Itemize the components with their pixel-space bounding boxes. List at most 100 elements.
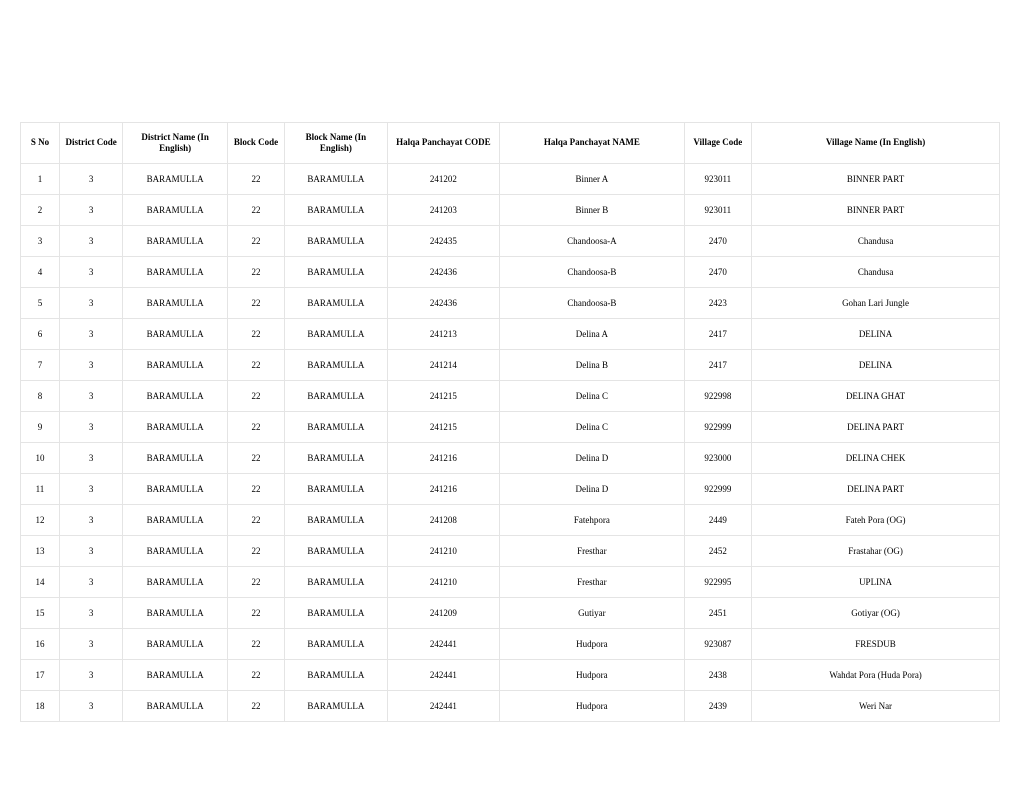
table-cell: DELINA [752, 350, 1000, 381]
table-cell: 3 [21, 226, 60, 257]
table-cell: BARAMULLA [123, 660, 227, 691]
col-header: Block Name (In English) [285, 123, 387, 164]
table-cell: Fresthar [500, 567, 684, 598]
table-cell: BARAMULLA [285, 474, 387, 505]
table-cell: Chandusa [752, 257, 1000, 288]
table-cell: BARAMULLA [285, 691, 387, 722]
col-header: Village Code [684, 123, 752, 164]
table-cell: BARAMULLA [285, 536, 387, 567]
table-cell: 242441 [387, 629, 500, 660]
table-cell: 22 [227, 660, 284, 691]
table-cell: 3 [59, 629, 122, 660]
table-cell: 241215 [387, 412, 500, 443]
table-cell: Chandoosa-B [500, 288, 684, 319]
table-row: 133BARAMULLA22BARAMULLA241210Fresthar245… [21, 536, 1000, 567]
table-cell: BARAMULLA [285, 226, 387, 257]
table-row: 43BARAMULLA22BARAMULLA242436Chandoosa-B2… [21, 257, 1000, 288]
col-header: Block Code [227, 123, 284, 164]
page: S No District Code District Name (In Eng… [0, 0, 1020, 788]
table-cell: 922998 [684, 381, 752, 412]
table-cell: 2451 [684, 598, 752, 629]
table-cell: BARAMULLA [123, 257, 227, 288]
table-cell: BARAMULLA [285, 629, 387, 660]
table-row: 33BARAMULLA22BARAMULLA242435Chandoosa-A2… [21, 226, 1000, 257]
table-cell: BARAMULLA [123, 350, 227, 381]
table-row: 123BARAMULLA22BARAMULLA241208Fatehpora24… [21, 505, 1000, 536]
table-cell: 241203 [387, 195, 500, 226]
table-cell: 241208 [387, 505, 500, 536]
village-table: S No District Code District Name (In Eng… [20, 122, 1000, 722]
table-cell: UPLINA [752, 567, 1000, 598]
table-cell: 22 [227, 164, 284, 195]
table-header: S No District Code District Name (In Eng… [21, 123, 1000, 164]
table-cell: Frastahar (OG) [752, 536, 1000, 567]
table-cell: 242436 [387, 288, 500, 319]
table-cell: 22 [227, 195, 284, 226]
table-cell: 2423 [684, 288, 752, 319]
table-cell: BARAMULLA [123, 567, 227, 598]
table-cell: Hudpora [500, 629, 684, 660]
col-header: Village Name (In English) [752, 123, 1000, 164]
table-cell: 241213 [387, 319, 500, 350]
table-cell: Delina A [500, 319, 684, 350]
table-cell: BARAMULLA [123, 474, 227, 505]
table-cell: 2417 [684, 319, 752, 350]
table-cell: DELINA CHEK [752, 443, 1000, 474]
table-cell: DELINA [752, 319, 1000, 350]
table-cell: 3 [59, 505, 122, 536]
table-cell: 241216 [387, 443, 500, 474]
table-cell: 3 [59, 567, 122, 598]
table-cell: 3 [59, 474, 122, 505]
col-header: Halqa Panchayat CODE [387, 123, 500, 164]
table-cell: Delina D [500, 443, 684, 474]
table-cell: Chandoosa-B [500, 257, 684, 288]
table-cell: 3 [59, 598, 122, 629]
table-cell: 12 [21, 505, 60, 536]
table-cell: BARAMULLA [123, 443, 227, 474]
table-cell: Binner A [500, 164, 684, 195]
table-cell: 18 [21, 691, 60, 722]
table-cell: BARAMULLA [123, 195, 227, 226]
table-cell: BARAMULLA [123, 691, 227, 722]
table-cell: BARAMULLA [285, 598, 387, 629]
table-cell: Gohan Lari Jungle [752, 288, 1000, 319]
table-cell: BARAMULLA [285, 660, 387, 691]
table-cell: 11 [21, 474, 60, 505]
table-cell: Fateh Pora (OG) [752, 505, 1000, 536]
col-header: District Name (In English) [123, 123, 227, 164]
table-cell: 923087 [684, 629, 752, 660]
table-cell: 3 [59, 691, 122, 722]
table-cell: Weri Nar [752, 691, 1000, 722]
table-header-row: S No District Code District Name (In Eng… [21, 123, 1000, 164]
table-cell: 241214 [387, 350, 500, 381]
table-cell: BARAMULLA [285, 319, 387, 350]
table-cell: 22 [227, 691, 284, 722]
table-row: 103BARAMULLA22BARAMULLA241216Delina D923… [21, 443, 1000, 474]
table-cell: 3 [59, 164, 122, 195]
col-header: Halqa Panchayat NAME [500, 123, 684, 164]
table-cell: 1 [21, 164, 60, 195]
table-cell: 3 [59, 288, 122, 319]
table-cell: 3 [59, 443, 122, 474]
table-cell: DELINA PART [752, 474, 1000, 505]
table-cell: BARAMULLA [123, 412, 227, 443]
table-cell: BARAMULLA [285, 164, 387, 195]
table-cell: 7 [21, 350, 60, 381]
table-cell: Chandusa [752, 226, 1000, 257]
table-cell: DELINA GHAT [752, 381, 1000, 412]
table-cell: Delina C [500, 381, 684, 412]
table-cell: 242441 [387, 691, 500, 722]
table-body: 13BARAMULLA22BARAMULLA241202Binner A9230… [21, 164, 1000, 722]
table-cell: 22 [227, 598, 284, 629]
table-cell: 2470 [684, 226, 752, 257]
table-row: 53BARAMULLA22BARAMULLA242436Chandoosa-B2… [21, 288, 1000, 319]
table-cell: BARAMULLA [123, 226, 227, 257]
table-cell: 922999 [684, 412, 752, 443]
table-cell: 922999 [684, 474, 752, 505]
table-cell: 2438 [684, 660, 752, 691]
table-cell: BARAMULLA [123, 164, 227, 195]
table-cell: 3 [59, 319, 122, 350]
table-cell: BARAMULLA [123, 505, 227, 536]
table-cell: 241210 [387, 536, 500, 567]
table-cell: 22 [227, 536, 284, 567]
